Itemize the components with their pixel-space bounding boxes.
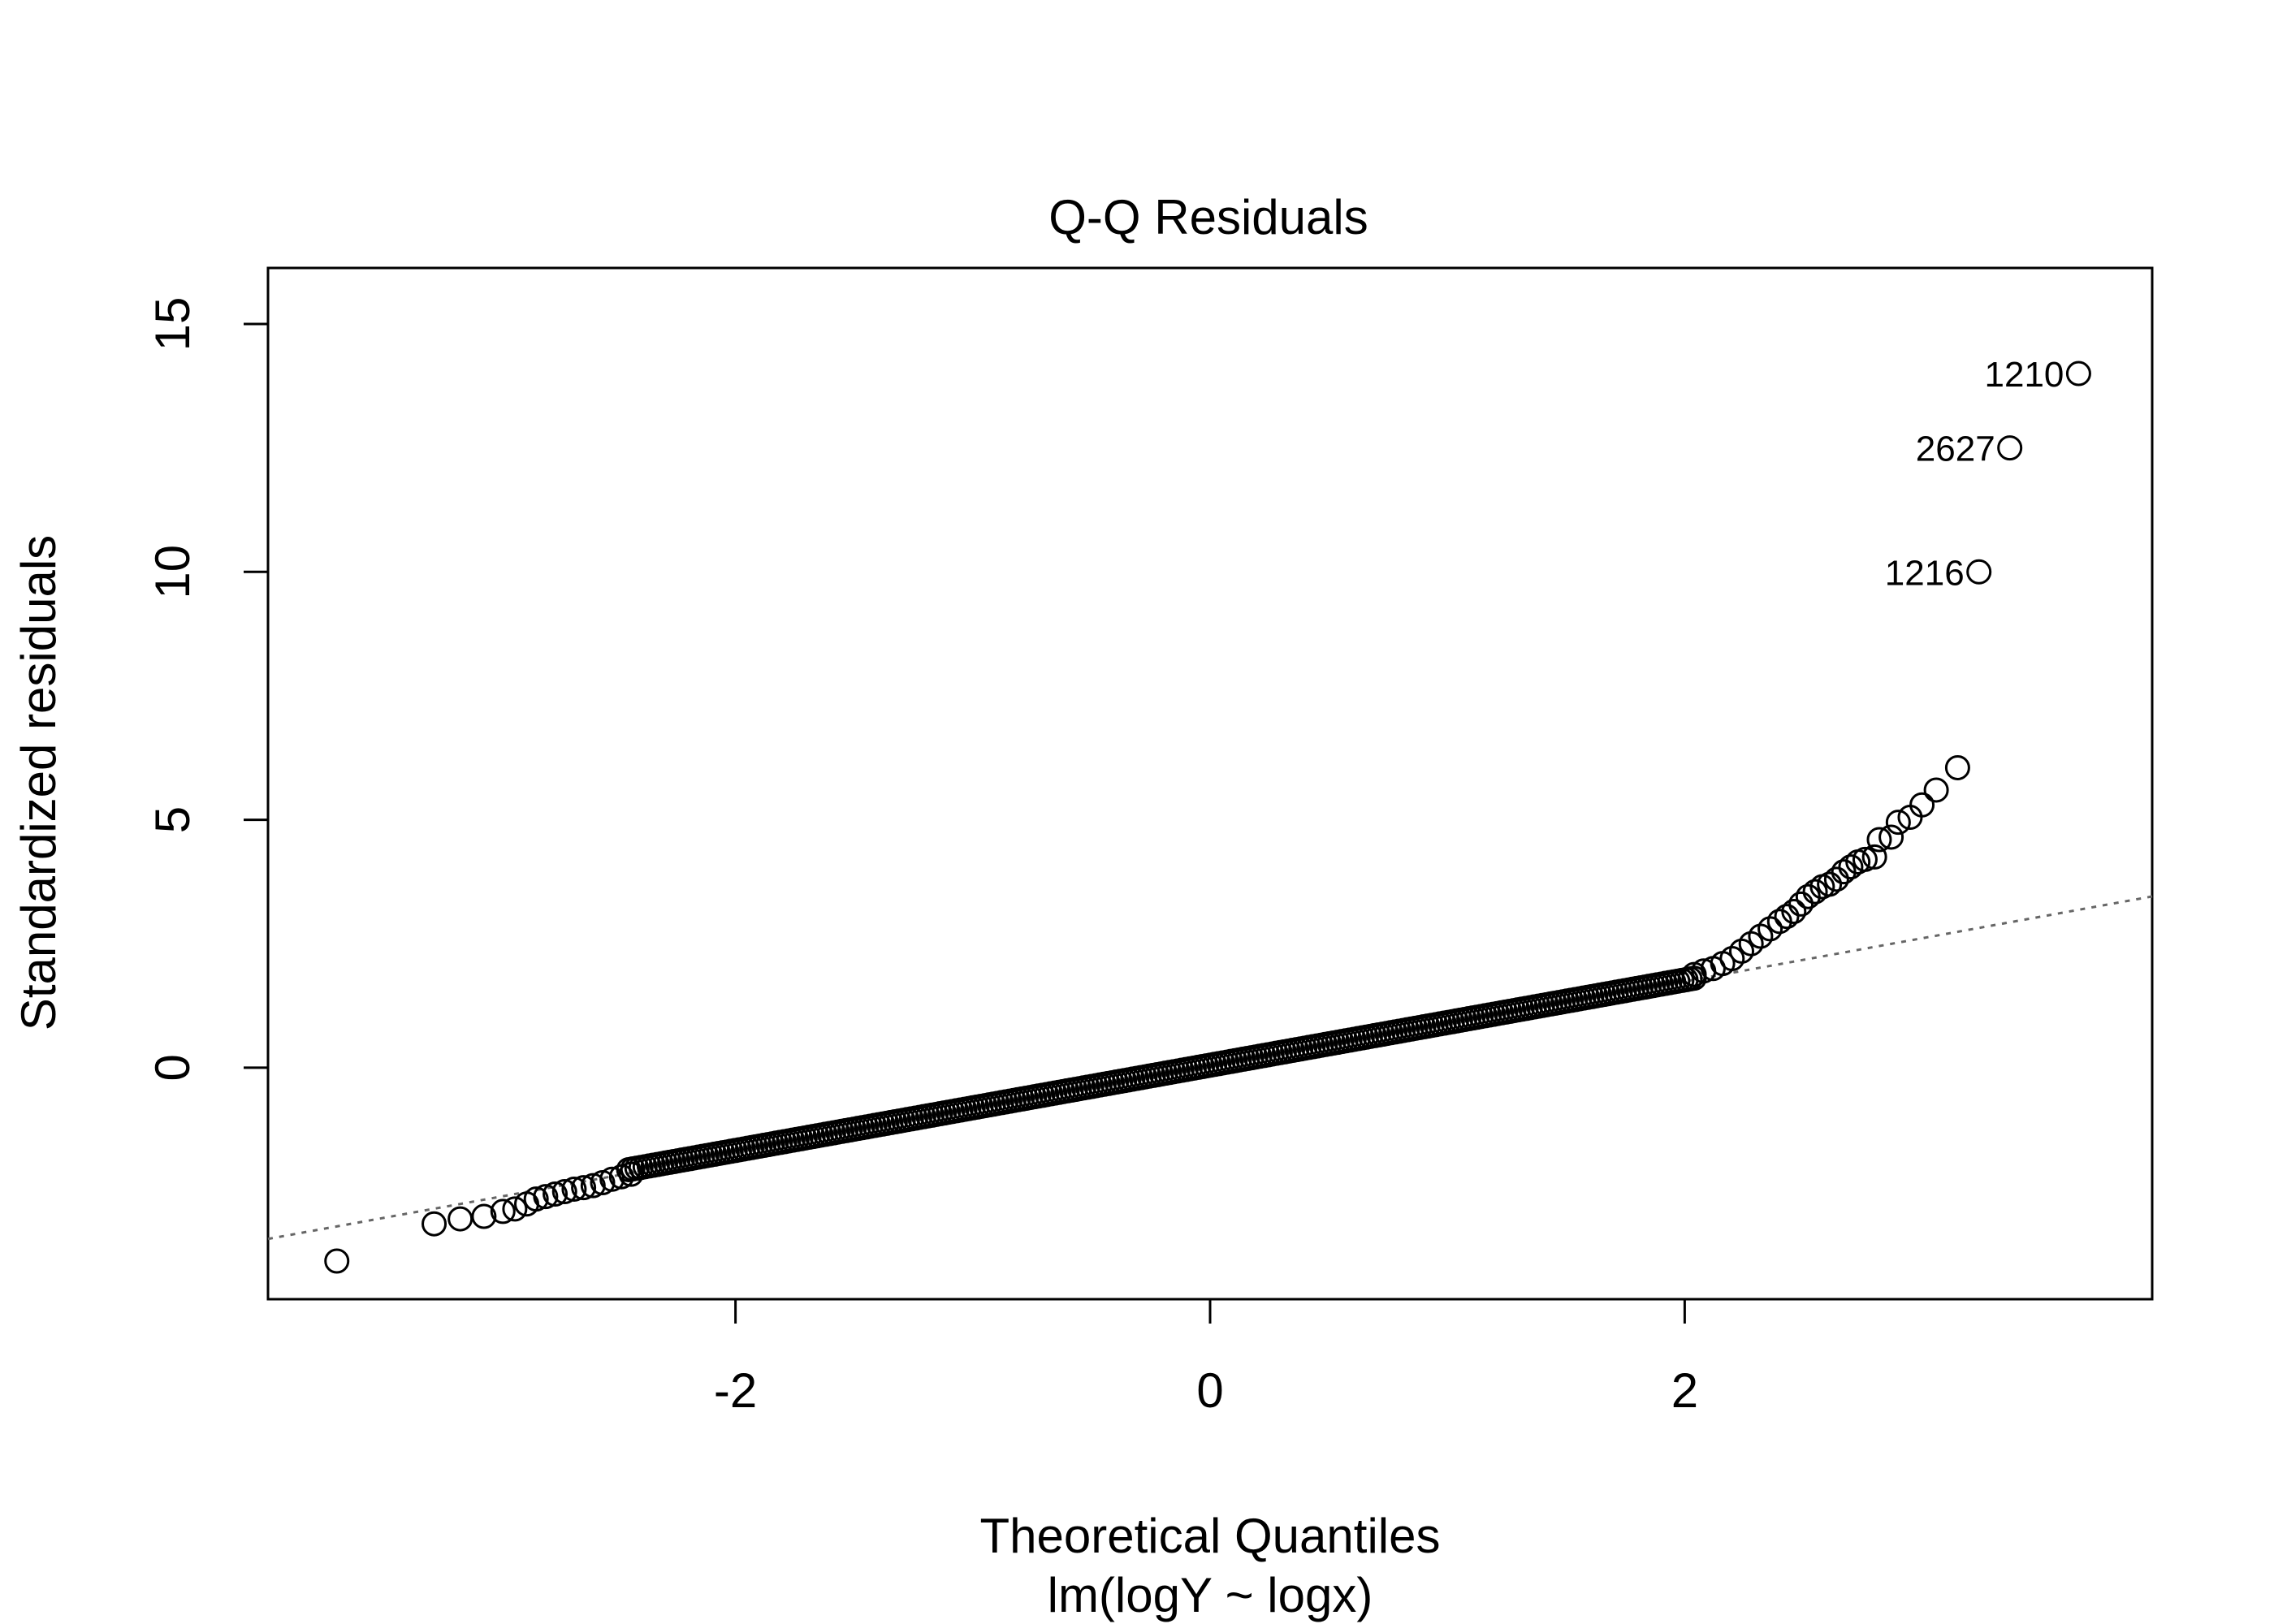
y-tick-label: 0 (145, 1054, 200, 1081)
outlier-labels: 1210 2627 1216 (1885, 355, 2064, 593)
data-point (1909, 792, 1935, 818)
data-point (471, 1203, 497, 1229)
y-tick-label: 5 (145, 806, 200, 833)
data-point (1788, 891, 1814, 917)
data-point (533, 1184, 559, 1210)
data-point (490, 1199, 516, 1224)
data-point (1802, 879, 1828, 905)
data-point (523, 1186, 549, 1212)
data-point (502, 1196, 528, 1222)
data-point (551, 1179, 577, 1205)
outlier-label: 1216 (1885, 553, 1965, 593)
data-point (543, 1181, 568, 1207)
outlier-point (1966, 559, 1992, 585)
outlier-point (2065, 361, 2091, 387)
data-point (447, 1206, 473, 1232)
x-axis-label: Theoretical Quantiles (980, 1509, 1441, 1563)
data-point (599, 1166, 625, 1192)
x-axis-subtitle: lm(logY ~ logx) (1048, 1568, 1373, 1622)
y-axis-ticks: 0 5 10 15 (145, 297, 268, 1082)
x-axis-ticks: -2 0 2 (714, 1299, 1698, 1418)
data-point (1866, 827, 1892, 853)
outlier-label: 2627 (1916, 430, 1995, 469)
data-point (1861, 844, 1887, 870)
data-point (1944, 754, 1970, 780)
x-tick-label: 2 (1671, 1363, 1698, 1418)
data-point (1885, 810, 1911, 836)
data-point (618, 1161, 644, 1187)
plot-frame (266, 266, 2154, 1301)
data-points (324, 361, 2091, 1274)
data-point (1681, 961, 1707, 987)
data-point (1795, 883, 1821, 909)
chart-title: Q-Q Residuals (1048, 190, 1368, 244)
data-point (1831, 859, 1857, 885)
data-point (561, 1176, 587, 1202)
data-point (422, 1211, 447, 1237)
y-tick-label: 10 (145, 545, 200, 599)
outlier-label: 1210 (1985, 355, 2064, 395)
data-point (1878, 824, 1904, 850)
y-axis-label: Standardized residuals (11, 535, 66, 1030)
data-point (1774, 904, 1800, 930)
data-point (571, 1175, 597, 1201)
outlier-point (1997, 435, 2023, 461)
data-point (1897, 805, 1923, 831)
x-tick-label: 0 (1196, 1363, 1223, 1418)
data-point (1838, 854, 1864, 880)
x-tick-label: -2 (714, 1363, 757, 1418)
data-point (1700, 956, 1726, 982)
data-point (324, 1248, 350, 1274)
data-point (608, 1164, 634, 1190)
y-tick-label: 15 (145, 297, 200, 352)
data-point (1823, 866, 1849, 892)
data-point (1923, 777, 1949, 803)
data-point (580, 1173, 606, 1199)
